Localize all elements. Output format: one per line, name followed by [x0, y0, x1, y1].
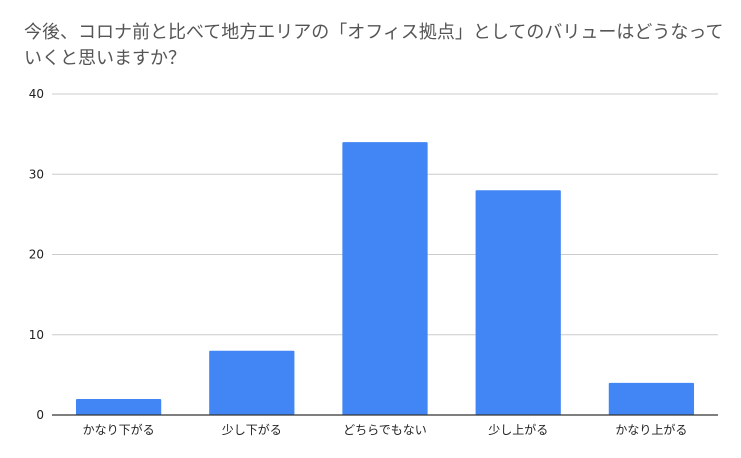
y-tick-label: 10 [29, 328, 44, 342]
y-tick-label: 20 [29, 248, 44, 262]
axes: 0 10 20 30 40 かなり下がる 少し下がる どちらでもない 少し上がる かなり上がる [29, 87, 718, 437]
bar [342, 142, 428, 415]
y-tick-label: 0 [36, 408, 44, 422]
y-tick-label: 40 [29, 87, 44, 101]
chart-title: 今後、コロナ前と比べて地方エリアの「オフィス拠点」としてのバリューはどうなってい… [24, 22, 724, 69]
y-tick-label: 30 [29, 167, 44, 181]
x-tick-label: どちらでもない [343, 423, 427, 437]
bars [75, 142, 695, 415]
bar [209, 350, 295, 415]
bar [475, 190, 561, 415]
bar [608, 382, 695, 415]
bar [75, 398, 162, 415]
x-tick-label: 少し上がる [488, 422, 548, 437]
x-tick-label: かなり下がる [83, 422, 155, 437]
x-tick-label: 少し下がる [222, 422, 282, 437]
x-tick-label: かなり上がる [615, 422, 687, 437]
